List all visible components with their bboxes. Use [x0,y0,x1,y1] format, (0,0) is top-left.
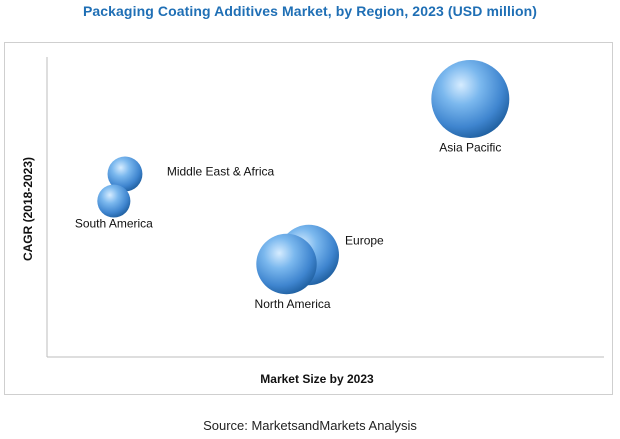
bubble-north-america [256,233,317,295]
bubble-south-america [97,184,131,218]
bubble-label-north-america: North America [255,297,331,311]
bubble-middle-east-africa [107,156,143,192]
chart-title: Packaging Coating Additives Market, by R… [82,3,538,19]
bubble-label-asia-pacific: Asia Pacific [439,141,501,155]
bubble-label-middle-east-africa: Middle East & Africa [167,165,275,179]
y-axis-label: CAGR (2018-2023) [21,156,35,262]
bubble-layer [97,60,510,295]
source-note: Source: MarketsandMarkets Analysis [203,418,417,433]
chart-frame [4,42,613,395]
bubble-label-europe: Europe [345,233,384,247]
x-axis-label: Market Size by 2023 [260,372,374,386]
bubble-label-layer: Asia Pacific Middle East & Africa South Am… [75,141,502,311]
bubble-label-south-america: South America [75,216,153,230]
bubble-asia-pacific [431,60,510,138]
